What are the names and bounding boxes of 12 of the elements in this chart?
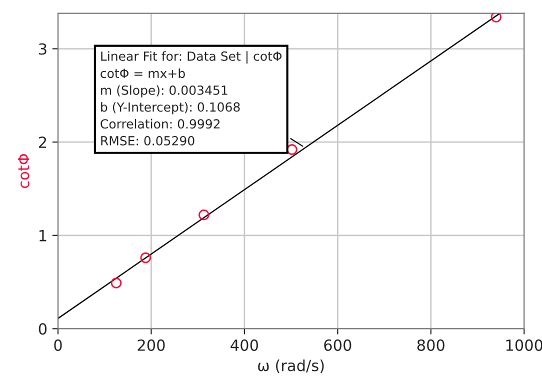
x-tick-label: 0 — [54, 339, 62, 351]
x-tick-label: 400 — [230, 339, 258, 351]
x-tick-label: 200 — [138, 339, 165, 351]
y-tick-label: 0 — [38, 323, 47, 335]
x-tick-label: 800 — [417, 339, 444, 351]
y-tick-label: 2 — [38, 136, 46, 148]
x-axis-title: ω (rad/s) — [258, 359, 324, 374]
x-tick-label: 600 — [324, 339, 352, 351]
annotation: Linear Fit for: Data Set | cotΦ cotΦ = mx+b m (Slope): 0.003451 b (Y-Intercept): 0.1068 Correlation: 0.9992 RMSE: 0.05290 — [100, 51, 282, 146]
y-tick-label: 3 — [39, 43, 46, 55]
y-tick-label: 1 — [40, 230, 46, 242]
y-axis-title: cotΦ — [18, 154, 30, 188]
